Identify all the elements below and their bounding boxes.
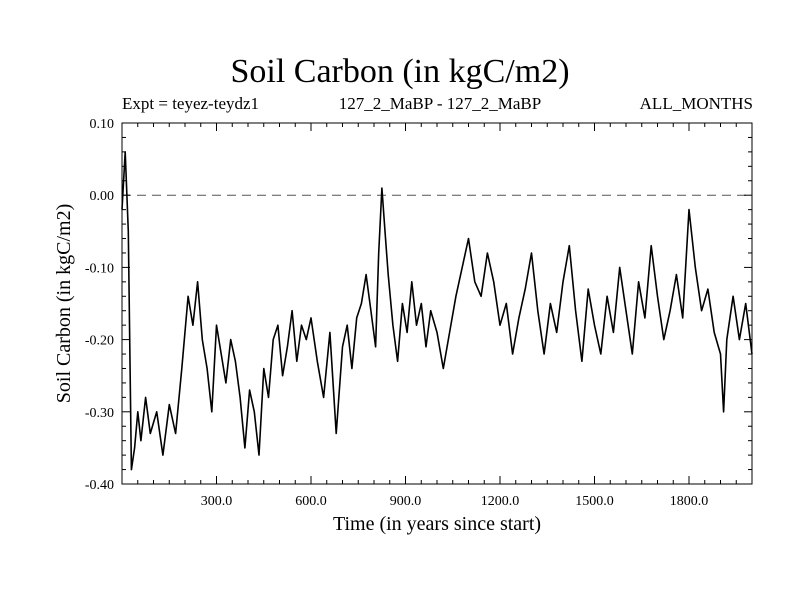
- x-tick-label: 1500.0: [575, 494, 614, 509]
- series-line-0: [121, 151, 753, 471]
- x-tick-label: 1800.0: [670, 494, 709, 509]
- x-tick-label: 1200.0: [481, 494, 520, 509]
- plot-frame: [121, 122, 753, 485]
- experiment-label: Expt = teyez-teydz1: [122, 94, 260, 113]
- x-tick-label: 600.0: [295, 494, 327, 509]
- x-axis-label: Time (in years since start): [333, 513, 541, 535]
- y-tick-label: -0.10: [85, 261, 114, 276]
- y-tick-label: -0.20: [85, 334, 114, 349]
- y-tick-label: 0.10: [90, 117, 115, 132]
- y-axis-label: Soil Carbon (in kgC/m2): [53, 204, 75, 403]
- months-label: ALL_MONTHS: [639, 94, 753, 113]
- y-tick-label: -0.40: [85, 478, 114, 493]
- period-label: 127_2_MaBP - 127_2_MaBP: [338, 94, 542, 113]
- x-tick-label: 900.0: [390, 494, 422, 509]
- chart-title: Soil Carbon (in kgC/m2): [230, 53, 570, 90]
- y-tick-label: 0.00: [90, 189, 115, 204]
- y-tick-label: -0.30: [85, 406, 114, 421]
- x-tick-label: 300.0: [201, 494, 233, 509]
